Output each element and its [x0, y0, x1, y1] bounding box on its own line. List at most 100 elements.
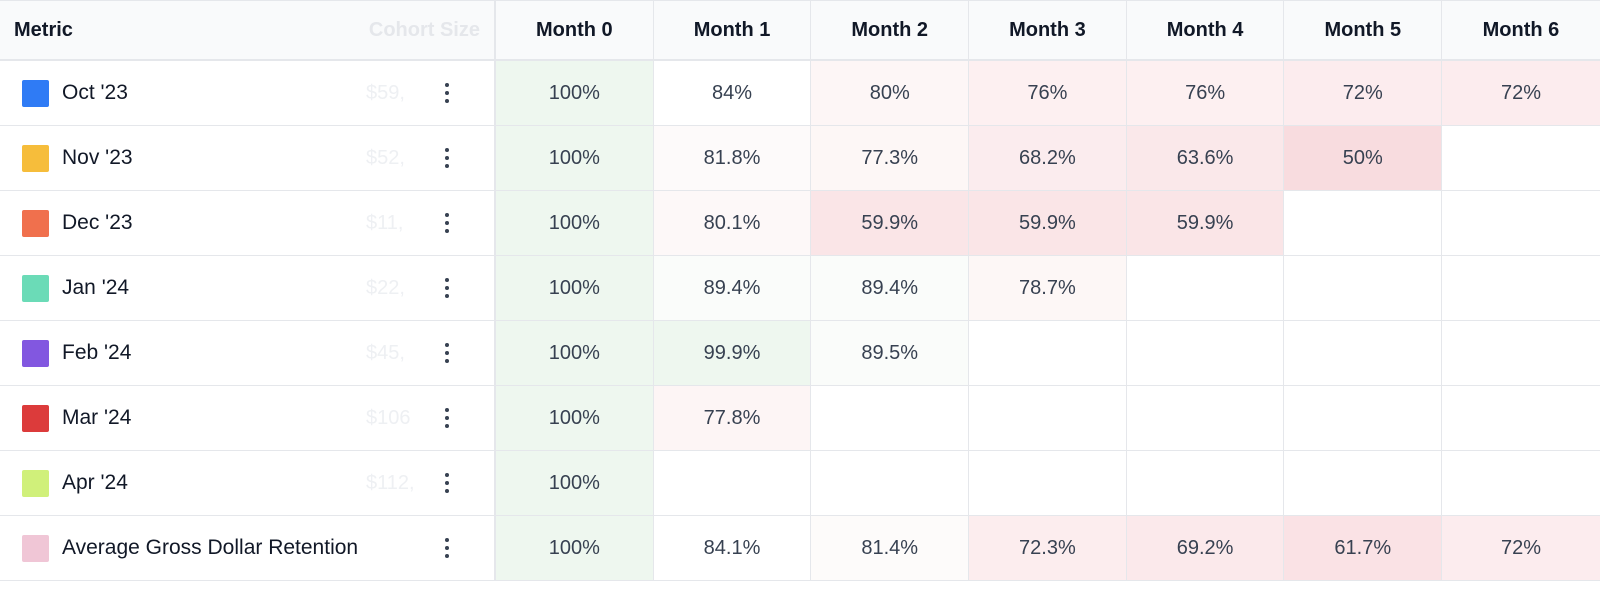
series-color-swatch: [22, 144, 49, 172]
cohort-size-value: $45,: [366, 341, 405, 364]
retention-cell: [1442, 321, 1600, 385]
retention-cell: 59.9%: [969, 191, 1127, 255]
kebab-dot: [445, 343, 449, 347]
month-column-header[interactable]: Month 6: [1482, 18, 1560, 41]
month-column-header[interactable]: Month 2: [811, 1, 970, 59]
retention-cell: [969, 451, 1127, 515]
retention-cell: 50%: [1284, 126, 1443, 190]
retention-cell: 84%: [653, 61, 812, 125]
month-column-header[interactable]: Month 5: [1284, 1, 1443, 59]
cohort-size-value: $59,: [366, 81, 405, 104]
retention-cell: 72%: [1442, 61, 1600, 125]
retention-cell: [969, 321, 1127, 385]
retention-cell: [1284, 451, 1443, 515]
series-color-swatch: [22, 534, 49, 562]
retention-cell: 100%: [496, 126, 654, 190]
retention-cell: 89.4%: [811, 256, 970, 320]
series-color-swatch: [22, 404, 49, 432]
row-menu-icon[interactable]: [436, 273, 458, 303]
row-menu-icon[interactable]: [436, 143, 458, 173]
row-menu-icon[interactable]: [436, 533, 458, 563]
kebab-dot: [445, 164, 449, 168]
retention-cell: [1442, 451, 1600, 515]
metric-cell: Apr '24 $112,: [0, 451, 496, 515]
table-row: Nov '23 $52, 100% 81.8% 77.3% 68.2% 63.6% 50%: [0, 126, 1600, 191]
retention-cell: 100%: [496, 256, 654, 320]
table-row: Apr '24 $112, 100%: [0, 451, 1600, 516]
metric-cell: Mar '24 $106: [0, 386, 496, 450]
kebab-dot: [445, 278, 449, 282]
cohort-size-value: $106: [366, 406, 411, 429]
cohort-name: Nov '23: [62, 146, 133, 169]
metric-cell: Average Gross Dollar Retention: [0, 516, 496, 580]
month-column-header[interactable]: Month 4: [1127, 1, 1285, 59]
retention-cell: 99.9%: [653, 321, 812, 385]
cohort-name: Apr '24: [62, 471, 128, 494]
kebab-dot: [445, 99, 449, 103]
retention-cell: 77.8%: [653, 386, 812, 450]
series-color-swatch: [22, 79, 49, 107]
retention-cell: [1442, 256, 1600, 320]
row-menu-icon[interactable]: [436, 338, 458, 368]
retention-cell: [1284, 386, 1443, 450]
retention-cell: [1442, 386, 1600, 450]
cohort-size-value: $52,: [366, 146, 405, 169]
metric-cell: Oct '23 $59,: [0, 61, 496, 125]
kebab-dot: [445, 538, 449, 542]
kebab-dot: [445, 156, 449, 160]
series-color-swatch: [22, 469, 49, 497]
row-menu-icon[interactable]: [436, 403, 458, 433]
month-column-header[interactable]: Month 3: [969, 1, 1127, 59]
retention-cell: 81.8%: [653, 126, 812, 190]
cohort-name: Average Gross Dollar Retention: [62, 536, 359, 559]
metric-cell: Dec '23 $11,: [0, 191, 496, 255]
retention-cell: [1442, 126, 1600, 190]
table-header-row: Metric Cohort Size Month 0 Month 1 Month…: [0, 1, 1600, 61]
metric-cell: Nov '23 $52,: [0, 126, 496, 190]
month-column-header[interactable]: Month 0: [496, 1, 654, 59]
retention-cell: 59.9%: [1126, 191, 1285, 255]
retention-cell: 80.1%: [653, 191, 812, 255]
kebab-dot: [445, 481, 449, 485]
retention-cell: 68.2%: [969, 126, 1127, 190]
retention-cell: [1284, 191, 1443, 255]
cohort-size-value: $22,: [366, 276, 405, 299]
table-row: Dec '23 $11, 100% 80.1% 59.9% 59.9% 59.9%: [0, 191, 1600, 256]
cohort-name: Dec '23: [62, 211, 133, 234]
kebab-dot: [445, 148, 449, 152]
kebab-dot: [445, 546, 449, 550]
retention-cell: 78.7%: [969, 256, 1127, 320]
retention-cell: [969, 386, 1127, 450]
series-color-swatch: [22, 274, 49, 302]
retention-cell: [1284, 256, 1443, 320]
kebab-dot: [445, 286, 449, 290]
kebab-dot: [445, 473, 449, 477]
row-menu-icon[interactable]: [436, 78, 458, 108]
retention-cell: [1126, 256, 1285, 320]
retention-cell: [1126, 321, 1285, 385]
retention-cell: 84.1%: [653, 516, 812, 580]
retention-cell: 77.3%: [811, 126, 970, 190]
metric-header-cell: Metric Cohort Size: [0, 1, 496, 59]
cohort-name: Feb '24: [62, 341, 132, 364]
retention-cell: 72%: [1442, 516, 1600, 580]
retention-cell: 69.2%: [1126, 516, 1285, 580]
kebab-dot: [445, 416, 449, 420]
cohort-size-value: $11,: [366, 211, 404, 234]
retention-cell: 89.4%: [653, 256, 812, 320]
kebab-dot: [445, 221, 449, 225]
retention-cell: [811, 451, 970, 515]
retention-cell: 72%: [1284, 61, 1443, 125]
retention-cell: [1284, 321, 1443, 385]
cohort-size-column-header[interactable]: Cohort Size: [368, 18, 480, 41]
row-menu-icon[interactable]: [436, 468, 458, 498]
table-row: Jan '24 $22, 100% 89.4% 89.4% 78.7%: [0, 256, 1600, 321]
month-column-header[interactable]: Month 1: [654, 1, 812, 59]
row-menu-icon[interactable]: [436, 208, 458, 238]
retention-cell: [811, 386, 970, 450]
table-row: Oct '23 $59, 100% 84% 80% 76% 76% 72% 72%: [0, 61, 1600, 126]
cohort-name: Jan '24: [62, 276, 130, 299]
kebab-dot: [445, 213, 449, 217]
metric-column-header[interactable]: Metric: [14, 18, 73, 41]
